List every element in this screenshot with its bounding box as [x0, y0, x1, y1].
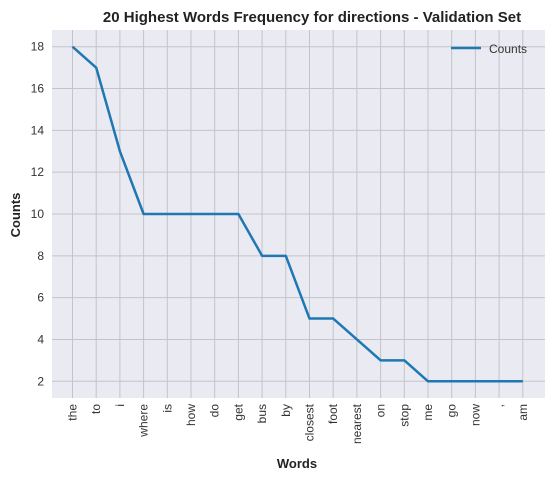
y-tick-label: 8 [37, 249, 44, 263]
x-tick-label: me [421, 404, 435, 421]
x-tick-label: i [113, 404, 127, 407]
x-tick-label: nearest [350, 403, 364, 444]
y-axis-ticks: 2 4 6 8 10 12 14 16 18 [31, 40, 45, 389]
x-tick-label: now [468, 404, 482, 426]
legend-label-counts: Counts [489, 42, 527, 56]
y-tick-label: 18 [31, 40, 45, 54]
legend: Counts [451, 42, 527, 56]
y-tick-label: 4 [37, 332, 44, 346]
y-tick-label: 10 [31, 207, 45, 221]
y-tick-label: 12 [31, 165, 45, 179]
x-tick-label: how [184, 404, 198, 426]
series-line-layer [71, 45, 523, 383]
y-axis-label: Counts [8, 193, 23, 238]
y-tick-label: 6 [37, 291, 44, 305]
series-line-counts [71, 45, 523, 383]
x-tick-label: the [66, 404, 80, 421]
x-tick-label: go [445, 404, 459, 418]
x-tick-label: foot [326, 403, 340, 424]
x-tick-label: do [208, 404, 222, 418]
x-tick-label: where [137, 404, 151, 438]
x-axis-ticks: the to i where is how do get bus by closest foot nea… [66, 403, 530, 444]
x-tick-label: stop [397, 404, 411, 427]
x-tick-label: by [279, 404, 293, 417]
y-tick-label: 2 [37, 374, 44, 388]
x-tick-label: closest [303, 403, 317, 441]
x-tick-label: on [374, 404, 388, 417]
x-axis-label: Words [277, 456, 317, 471]
x-tick-label: am [516, 404, 530, 421]
chart-title: 20 Highest Words Frequency for direction… [103, 9, 521, 26]
x-tick-label: get [231, 403, 245, 420]
y-tick-label: 14 [31, 123, 45, 137]
x-tick-label: is [160, 404, 174, 413]
x-tick-label: bus [255, 404, 269, 423]
x-tick-label: , [492, 404, 506, 407]
y-tick-label: 16 [31, 82, 45, 96]
x-tick-label: to [89, 404, 103, 414]
